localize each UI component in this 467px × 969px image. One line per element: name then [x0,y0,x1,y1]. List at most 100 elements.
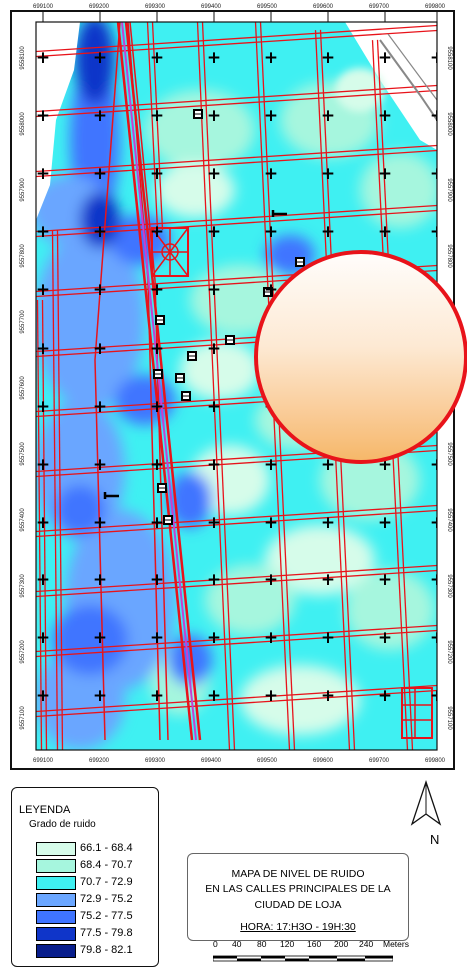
legend-label: 70.7 - 72.9 [80,876,133,888]
scale-unit: Meters [383,939,409,949]
x-tick-label-bottom: 699700 [369,758,390,764]
grid-cross: + [430,513,444,533]
y-tick-label-left: 9557400 [20,508,26,532]
grid-cross: + [264,628,278,648]
grid-cross: + [378,164,392,184]
grid-cross: + [207,339,221,359]
block-sw [401,687,433,739]
legend-swatch [36,842,76,856]
legend-label: 72.9 - 75.2 [80,893,133,905]
grid-cross: + [378,570,392,590]
grid-cross: + [150,164,164,184]
grid-cross: + [207,686,221,706]
y-tick-label-left: 9558100 [20,46,26,70]
grid-cross: + [93,397,107,417]
legend-item: 70.7 - 72.9 [36,874,161,891]
x-tick-label-top: 699300 [145,4,166,10]
main-avenue [94,22,202,741]
grid-cross: + [36,48,50,68]
y-tick-label-left: 9557700 [20,310,26,334]
grid-cross: + [430,455,444,475]
legend-label: 75.2 - 77.5 [80,910,133,922]
grid-cross: + [264,570,278,590]
grid-cross: + [264,455,278,475]
grid-cross: + [150,455,164,475]
scale-label: 160 [307,939,322,949]
grid-cross: + [321,570,335,590]
grid-cross: + [430,48,444,68]
grid-cross: + [430,570,444,590]
y-tick-label-left: 9557600 [20,376,26,400]
grid-cross: + [207,570,221,590]
legend-item: 72.9 - 75.2 [36,891,161,908]
y-tick-label-left: 9557300 [20,574,26,598]
legend-title: LEYENDA [19,804,71,816]
north-arrow-icon: N [410,779,442,847]
scale-label: 200 [334,939,349,949]
grid-cross: + [36,570,50,590]
grid-cross: + [207,397,221,417]
grid-cross: + [321,164,335,184]
legend-subtitle: Grado de ruido [29,819,96,830]
grid-cross: + [378,48,392,68]
grid-cross: + [36,686,50,706]
legend-swatch [36,944,76,958]
north-label: N [430,832,439,847]
grid-cross: + [207,628,221,648]
building-marker [157,483,167,493]
grid-cross: + [36,397,50,417]
grid-cross: + [150,222,164,242]
plaza [151,227,189,277]
title-line-3: CIUDAD DE LOJA [254,899,342,911]
grid-cross: + [264,686,278,706]
grid-cross: + [93,570,107,590]
building-marker [103,492,119,499]
grid-cross: + [36,513,50,533]
legend-swatch [36,859,76,873]
y-tick-label-right: 9557100 [446,706,452,730]
scale-labels: 0 40 80 120 160 200 240 Meters [200,939,465,951]
grid-cross: + [321,222,335,242]
scale-bar [213,955,393,962]
y-tick-label-right: 9557900 [446,178,452,202]
grid-cross: + [264,106,278,126]
grid-cross: + [264,222,278,242]
y-tick-label-right: 9557200 [446,640,452,664]
unmapped-area-ne [345,22,437,150]
grid-cross: + [150,628,164,648]
grid-cross: + [264,48,278,68]
grid-cross: + [93,513,107,533]
legend-label: 77.5 - 79.8 [80,927,133,939]
y-tick-label-left: 9557200 [20,640,26,664]
grid-cross: + [430,628,444,648]
x-tick-label-bottom: 699800 [425,758,446,764]
grid-cross: + [207,48,221,68]
legend-label: 66.1 - 68.4 [80,842,133,854]
scale-label: 80 [257,939,267,949]
title-line-4: HORA: 17:H3O - 19H:30 [240,921,356,933]
y-tick-label-right: 9558000 [446,112,452,136]
grid-cross: + [150,570,164,590]
grid-cross: + [150,513,164,533]
scale-label: 120 [280,939,295,949]
grid-cross: + [36,164,50,184]
y-tick-label-left: 9557100 [20,706,26,730]
grid-cross: + [430,222,444,242]
legend-item: 66.1 - 68.4 [36,840,161,857]
legend-item: 68.4 - 70.7 [36,857,161,874]
building-marker [181,391,191,401]
grid-cross: + [36,455,50,475]
grid-cross: + [93,106,107,126]
grid-cross: + [36,106,50,126]
y-tick-label-right: 9557300 [446,574,452,598]
grid-crosses: + + + + + + + + + + + + + + + + + + + + + + + + + + + + + + + + + + + + + + + +… [36,48,444,706]
y-tick-label-left: 9558000 [20,112,26,136]
grid-cross: + [150,686,164,706]
x-tick-label-bottom: 699200 [89,758,110,764]
grid-cross: + [264,513,278,533]
grid-cross: + [207,164,221,184]
grid-cross: + [150,280,164,300]
building-marker [225,335,235,345]
building-marker [193,109,203,119]
grid-cross: + [36,339,50,359]
